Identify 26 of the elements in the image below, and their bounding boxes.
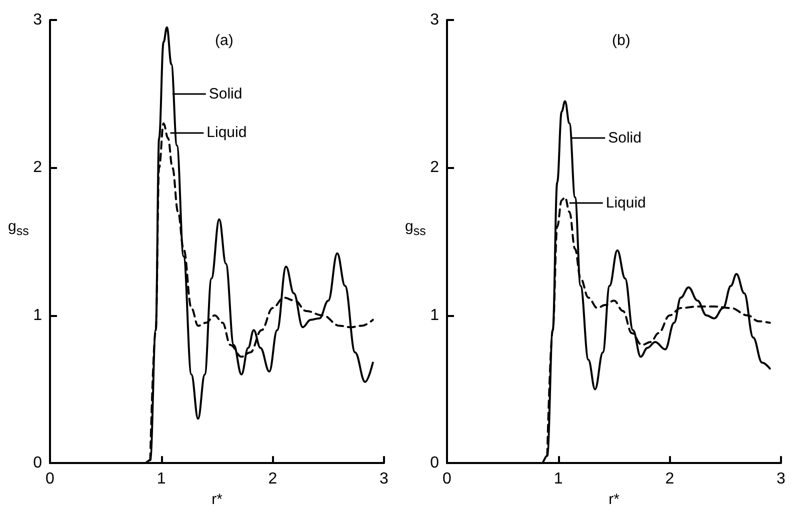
annotation: Solid [208,85,242,102]
text: (b) [612,32,630,49]
annotation: Solid [608,130,642,147]
y-tick-label: 0 [430,454,440,472]
x-tick-label: 2 [268,470,278,488]
x-tick-label: 1 [554,470,563,488]
x-tick-label: 0 [442,470,452,488]
y-tick-label: 2 [430,159,440,176]
x-tick-label: 1 [156,470,166,488]
x-axis-title: r* [608,491,620,508]
annotation: Liquid [206,124,247,141]
y-tick-label: 0 [33,454,42,472]
x-tick-label: 2 [665,470,674,488]
y-tick-label: 3 [430,12,440,28]
x-axis-title: r* [212,491,223,508]
y-tick-label: 1 [33,306,42,324]
y-tick-label: 2 [33,159,42,176]
x-tick-label: 0 [46,470,55,488]
x-tick-label: 3 [776,470,786,488]
y-axis-title: g$_{ss}$ [405,218,426,238]
x-tick-label: 3 [380,470,389,488]
y-tick-label: 3 [33,12,42,28]
annotation: Liquid [606,194,646,212]
y-axis-title: g$_{ss}$ [8,218,29,238]
y-tick-label: 1 [430,306,440,324]
text: (a) [215,32,234,49]
